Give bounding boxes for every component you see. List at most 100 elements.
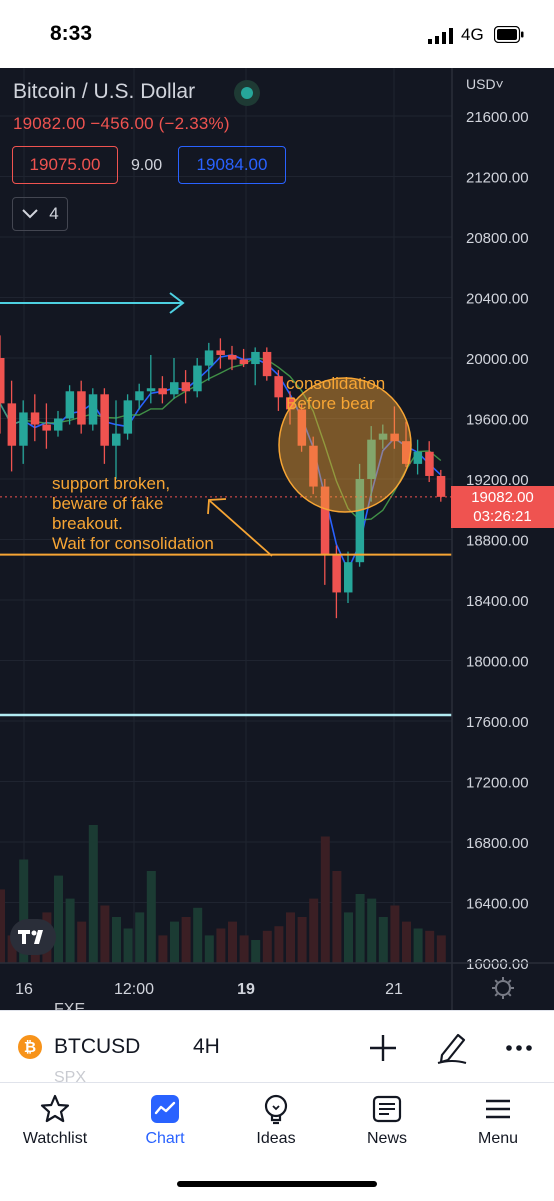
volume-bar xyxy=(320,836,330,963)
volume-bar xyxy=(367,898,377,963)
signal-icon xyxy=(428,28,453,44)
candle-body xyxy=(297,409,307,446)
more-options-icon[interactable] xyxy=(502,1031,536,1065)
gear-tooth xyxy=(494,979,499,984)
candle-body xyxy=(54,418,63,431)
indicators-toggle[interactable]: 4 xyxy=(12,197,68,231)
interval-selector[interactable]: 4H xyxy=(193,1035,220,1058)
price-chart[interactable]: 21600.00 21200.00 20800.00 20400.00 20000.00… xyxy=(0,68,554,1010)
volume-bar xyxy=(344,912,353,963)
price-axis-label: 21600.00 xyxy=(466,109,529,126)
volume-bar xyxy=(297,917,307,963)
add-button[interactable] xyxy=(366,1031,400,1065)
gear-ring xyxy=(495,980,511,996)
volume-bar xyxy=(54,875,63,963)
volume-bar xyxy=(425,930,435,963)
time-axis-label: 16 xyxy=(15,981,33,998)
annotation-arrow-head xyxy=(207,498,227,515)
tradingview-logo[interactable] xyxy=(10,919,56,955)
candle-body xyxy=(135,391,144,401)
volume-bar xyxy=(274,926,284,963)
lightbulb-icon xyxy=(264,1094,288,1125)
status-bar: 8:33 4G xyxy=(0,0,554,68)
price-change: 19082.00 −456.00 (−2.33%) xyxy=(13,114,230,133)
volume-bar xyxy=(436,935,446,963)
price-axis-label: 16400.00 xyxy=(466,896,529,913)
volume-bar xyxy=(146,871,156,963)
chart-area[interactable]: 21600.00 21200.00 20800.00 20400.00 20000.00… xyxy=(0,68,554,1010)
volume-bar xyxy=(378,917,388,963)
network-type: 4G xyxy=(461,25,484,44)
candle-body xyxy=(413,451,423,464)
price-axis-label: 16800.00 xyxy=(466,835,529,852)
annotation-consolidation[interactable]: consolidation Before bear xyxy=(286,374,386,413)
candle-body xyxy=(42,424,51,431)
indicators-count: 4 xyxy=(49,204,59,223)
volume-bar xyxy=(413,928,423,963)
tab-ideas[interactable]: Ideas xyxy=(221,1083,331,1163)
volume-bar xyxy=(123,928,133,963)
sell-button[interactable]: 19075.00 xyxy=(12,146,118,184)
candle-body xyxy=(100,394,109,446)
candle-body xyxy=(262,351,272,377)
buy-button[interactable]: 19084.00 xyxy=(178,146,286,184)
drawing-tools-button[interactable] xyxy=(434,1029,470,1065)
volume-bar xyxy=(251,940,261,963)
candle-body xyxy=(123,400,133,434)
spread-value: 9.00 xyxy=(131,157,163,174)
news-icon xyxy=(372,1095,402,1123)
tab-label-ideas: Ideas xyxy=(256,1130,296,1147)
tab-label-chart: Chart xyxy=(145,1130,185,1147)
candle-body xyxy=(30,412,40,425)
volume-bar xyxy=(77,921,87,963)
candle-body xyxy=(65,391,75,419)
price-axis-label: 18800.00 xyxy=(466,533,529,550)
candle-body xyxy=(239,359,249,365)
volume-bar xyxy=(135,912,145,963)
bar-countdown: 03:26:21 xyxy=(473,508,532,525)
volume-bar xyxy=(390,905,400,963)
tab-watchlist[interactable]: Watchlist xyxy=(0,1083,110,1163)
volume-bar xyxy=(309,898,319,963)
price-axis-label: 16000.00 xyxy=(466,956,529,973)
symbol-bar: ₿ BTCUSD 4H xyxy=(0,1010,554,1083)
price-axis-label: 20400.00 xyxy=(466,291,529,308)
candle-body xyxy=(170,382,179,395)
tab-label-menu: Menu xyxy=(477,1130,519,1147)
volume-bar xyxy=(19,859,29,963)
candle-body xyxy=(332,554,341,593)
gear-tooth xyxy=(507,979,512,984)
tab-news[interactable]: News xyxy=(332,1083,442,1163)
symbol-name[interactable]: BTCUSD xyxy=(54,1035,141,1058)
annotation-support-broken[interactable]: support broken, beware of fake breakout.… xyxy=(52,474,214,553)
candle-body xyxy=(7,403,17,446)
symbol-title[interactable]: Bitcoin / U.S. Dollar xyxy=(13,80,196,103)
candle-body xyxy=(193,365,202,392)
chevron-down-icon xyxy=(22,209,38,219)
time-axis-label: 19 xyxy=(237,981,255,998)
time-axis-label: 12:00 xyxy=(114,981,154,998)
price-axis-label: 18400.00 xyxy=(466,593,529,610)
gear-tooth xyxy=(507,992,512,997)
trend-arrow-head xyxy=(169,292,185,314)
volume-bar xyxy=(332,871,342,963)
settings-gear-icon[interactable] xyxy=(492,977,514,999)
home-indicator xyxy=(177,1181,377,1187)
tab-label-watchlist: Watchlist xyxy=(22,1130,88,1147)
candle-body xyxy=(309,445,318,487)
volume-bar xyxy=(262,930,272,963)
candle-body xyxy=(355,479,365,563)
volume-bar xyxy=(100,905,110,963)
candle-body xyxy=(425,451,434,476)
volume-bar xyxy=(193,907,203,963)
time-axis-label: 21 xyxy=(385,981,403,998)
volume-bar xyxy=(355,894,365,963)
volume-bar xyxy=(88,825,98,963)
tab-menu[interactable]: Menu xyxy=(443,1083,553,1163)
last-price-tag: 19082.00 03:26:21 xyxy=(451,486,554,528)
candle-body xyxy=(0,358,5,404)
tab-chart[interactable]: Chart xyxy=(110,1083,220,1163)
candle-body xyxy=(378,433,388,440)
currency-selector[interactable]: USD˅ xyxy=(466,76,504,92)
volume-bar xyxy=(402,921,411,963)
